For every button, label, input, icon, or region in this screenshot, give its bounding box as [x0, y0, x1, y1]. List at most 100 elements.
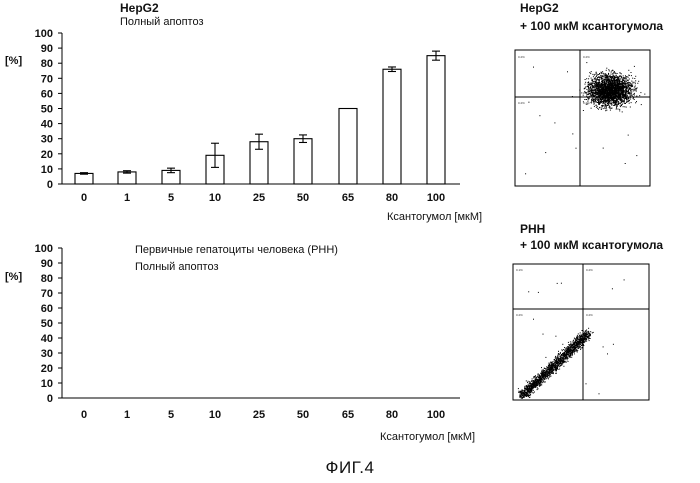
- scatter-dot: [529, 385, 531, 387]
- scatter-dot: [612, 97, 614, 99]
- scatter-dot: [615, 100, 617, 102]
- scatter-dot: [535, 381, 537, 382]
- scatter-dot: [627, 134, 629, 136]
- scatter-dot: [573, 339, 575, 341]
- scatter-dot: [539, 374, 541, 376]
- scatter-dot: [616, 104, 618, 106]
- scatter-dot: [622, 77, 624, 79]
- scatter-dot: [616, 89, 618, 91]
- scatter-dot: [621, 94, 623, 96]
- scatter-dot: [545, 375, 547, 377]
- scatter-dot: [619, 110, 621, 112]
- scatter-dot: [599, 90, 600, 92]
- scatter-dot: [576, 337, 578, 339]
- scatter-dot: [590, 335, 591, 337]
- scatter-dot: [530, 387, 532, 389]
- scatter-dot: [606, 95, 608, 97]
- scatter-dot: [602, 87, 604, 89]
- scatter-dot: [524, 389, 526, 391]
- scatter-dot: [526, 385, 528, 387]
- scatter-dot: [582, 342, 584, 344]
- scatter-dot: [553, 359, 555, 361]
- scatter-dot: [616, 86, 618, 88]
- scatter-dot: [623, 96, 624, 98]
- scatter-dot: [609, 95, 611, 97]
- scatter-dot: [584, 87, 586, 89]
- scatter-dot: [548, 371, 550, 373]
- scatter-dot: [583, 337, 585, 339]
- scatter-dot: [601, 75, 603, 77]
- scatter-dot: [611, 92, 613, 93]
- scatter-dot: [577, 344, 579, 346]
- scatter-dot: [549, 370, 551, 372]
- scatter-dot: [542, 377, 544, 378]
- scatter-dot: [628, 84, 630, 86]
- scatter-dot: [587, 100, 589, 102]
- scatter-dot: [536, 382, 538, 384]
- scatter-dot: [588, 331, 590, 333]
- scatter-dot: [558, 363, 560, 365]
- scatter-dot: [541, 382, 543, 384]
- scatter-dot: [541, 373, 543, 375]
- scatter-dot: [530, 389, 532, 391]
- scatter-dot: [527, 380, 529, 382]
- x-tick-label: 5: [168, 192, 174, 204]
- scatter-dot: [557, 365, 559, 367]
- scatter-dot: [525, 393, 527, 395]
- scatter-dot: [600, 109, 602, 110]
- scatter-dot: [534, 385, 536, 387]
- scatter-dot: [598, 100, 600, 102]
- scatter-dot: [601, 74, 603, 76]
- scatter-dot: [520, 395, 522, 397]
- scatter-dot: [601, 86, 603, 88]
- scatter-dot: [634, 85, 636, 87]
- scatter-dot: [605, 73, 607, 75]
- scatter-dot: [611, 87, 613, 88]
- scatter-subtitle: + 100 мкМ ксантогумола: [520, 19, 663, 33]
- scatter-dot: [576, 346, 577, 348]
- scatter-dot: [561, 360, 562, 362]
- scatter-dot: [627, 76, 629, 78]
- scatter-dot: [526, 387, 528, 389]
- scatter-dot: [565, 361, 567, 363]
- scatter-dot: [607, 84, 609, 86]
- scatter-dot: [630, 85, 632, 87]
- scatter-dot: [636, 101, 637, 103]
- scatter-dot: [597, 91, 599, 93]
- scatter-dot: [614, 100, 616, 102]
- scatter-dot: [613, 96, 615, 98]
- scatter-dot: [620, 90, 622, 92]
- scatter-dot: [622, 81, 624, 83]
- quadrant-label-ll: 0.2%: [518, 101, 525, 105]
- scatter-dot: [595, 79, 597, 81]
- scatter-dot: [581, 346, 583, 348]
- scatter-dot: [625, 78, 627, 80]
- scatter-dot: [546, 370, 548, 372]
- scatter-dot: [540, 380, 542, 382]
- scatter-dot: [544, 376, 546, 378]
- scatter-dot: [562, 354, 563, 356]
- scatter-dot: [614, 94, 616, 96]
- scatter-dot: [618, 79, 620, 81]
- scatter-dot: [600, 76, 602, 78]
- scatter-dot: [519, 394, 521, 396]
- scatter-dot: [598, 79, 600, 81]
- scatter-dot: [577, 343, 579, 345]
- scatter-dot: [606, 109, 608, 111]
- scatter-dot: [600, 87, 602, 89]
- scatter-dot: [627, 92, 629, 94]
- scatter-dot: [621, 87, 623, 89]
- scatter-dot: [604, 94, 605, 96]
- scatter-dot: [615, 93, 617, 95]
- scatter-dot: [626, 97, 628, 99]
- scatter-dot: [586, 62, 588, 64]
- scatter-dot: [613, 99, 615, 101]
- scatter-dot: [628, 90, 629, 92]
- scatter-dot: [582, 330, 584, 332]
- scatter-dot: [573, 341, 575, 343]
- scatter-dot: [629, 106, 631, 108]
- scatter-dot: [610, 89, 612, 91]
- scatter-dot: [594, 80, 596, 82]
- scatter-dot: [598, 103, 600, 105]
- scatter-dot: [620, 78, 621, 80]
